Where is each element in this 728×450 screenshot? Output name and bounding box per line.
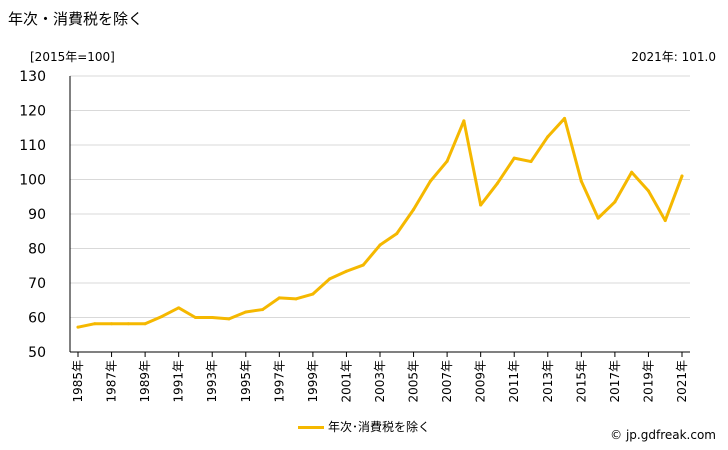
chart-title: 年次・消費税を除く: [8, 10, 144, 28]
data-point: [311, 292, 315, 296]
x-tick-label: 2001年: [339, 360, 353, 403]
x-tick-label: 2005年: [407, 360, 421, 403]
legend-swatch: [297, 426, 324, 429]
unit-label: [2015年=100]: [30, 50, 115, 64]
y-tick-label: 90: [28, 207, 46, 223]
data-point: [210, 316, 214, 319]
series-layer: [76, 116, 684, 329]
x-tick-label: 1995年: [239, 360, 253, 403]
data-point: [261, 308, 265, 312]
x-axis-ticks: 1985年 1987年 1989年 1991年 1993年 1995年 1997年 1999年…: [71, 352, 689, 403]
latest-value-label: 2021年: 101.0: [631, 50, 716, 64]
x-tick-label: 2009年: [474, 360, 488, 403]
data-point: [361, 263, 365, 267]
data-point: [579, 179, 583, 183]
data-point: [227, 317, 231, 321]
data-point: [177, 306, 181, 310]
x-tick-label: 1993年: [205, 360, 219, 403]
y-tick-label: 100: [19, 173, 46, 189]
data-point: [462, 119, 466, 123]
data-point: [529, 160, 533, 164]
x-tick-label: 1991年: [172, 360, 186, 403]
x-tick-label: 2013年: [541, 360, 555, 403]
data-point: [613, 200, 617, 204]
y-tick-label: 70: [28, 276, 46, 292]
data-point: [445, 159, 449, 163]
data-point: [412, 208, 416, 212]
data-point: [663, 219, 667, 223]
x-tick-label: 2011年: [507, 360, 521, 403]
x-tick-label: 1997年: [272, 360, 286, 403]
data-point: [277, 296, 281, 300]
data-point: [428, 179, 432, 183]
y-axis-ticks: 50 60 70 80 90 100 110 120 130: [19, 69, 46, 361]
data-point: [479, 203, 483, 207]
axes: [69, 76, 690, 353]
x-tick-label: 1985年: [71, 360, 85, 403]
data-point: [680, 174, 684, 178]
x-tick-label: 2019年: [641, 360, 655, 403]
data-point: [294, 297, 298, 301]
source-credit: © jp.gdfreak.com: [610, 428, 716, 442]
data-point: [563, 116, 567, 120]
y-tick-label: 60: [28, 311, 46, 327]
data-point: [110, 322, 114, 326]
data-point: [93, 322, 97, 326]
data-point: [495, 181, 499, 185]
data-point: [193, 316, 197, 319]
data-point: [512, 156, 516, 160]
data-point: [160, 314, 164, 318]
x-tick-label: 2003年: [373, 360, 387, 403]
x-tick-label: 1999年: [306, 360, 320, 403]
x-tick-label: 2017年: [608, 360, 622, 403]
data-point: [244, 310, 248, 314]
data-point: [344, 269, 348, 273]
legend: 年次･消費税を除く: [0, 418, 728, 435]
data-point: [378, 243, 382, 247]
legend-label: 年次･消費税を除く: [327, 420, 430, 434]
y-tick-label: 50: [28, 345, 46, 361]
data-point: [596, 216, 600, 220]
x-tick-label: 1987年: [105, 360, 119, 403]
y-tick-label: 130: [19, 69, 46, 85]
data-point: [646, 189, 650, 193]
y-tick-label: 80: [28, 242, 46, 258]
series-line: [76, 116, 684, 329]
data-point: [143, 322, 147, 326]
y-tick-label: 110: [19, 138, 46, 154]
data-point: [76, 325, 80, 329]
x-tick-label: 2007年: [440, 360, 454, 403]
data-point: [630, 170, 634, 174]
x-tick-label: 2015年: [574, 360, 588, 403]
data-point: [328, 277, 332, 281]
x-tick-label: 2021年: [675, 360, 689, 403]
data-point: [546, 135, 550, 139]
y-tick-label: 120: [19, 104, 46, 120]
data-point: [126, 322, 130, 326]
data-point: [395, 232, 399, 236]
x-tick-label: 1989年: [138, 360, 152, 403]
